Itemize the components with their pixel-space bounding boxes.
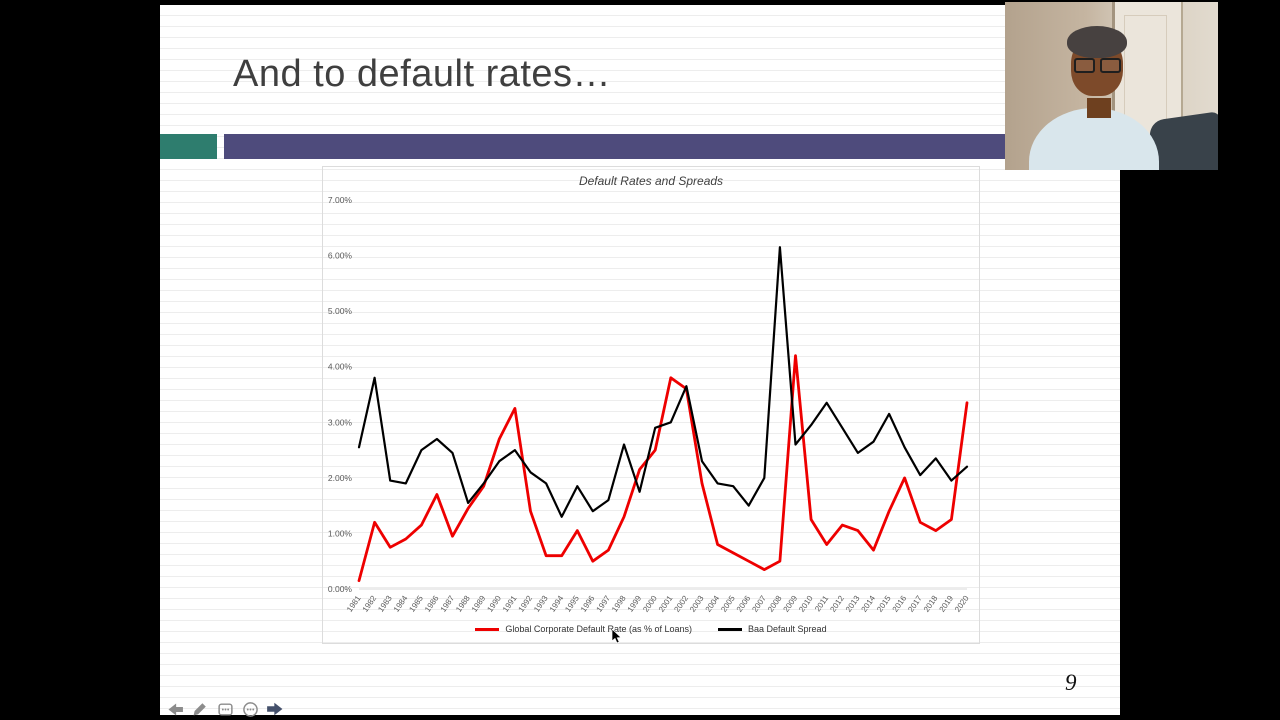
svg-text:1996: 1996 (579, 594, 597, 614)
svg-text:7.00%: 7.00% (328, 195, 353, 205)
legend-item-baa-spread: Baa Default Spread (718, 624, 827, 634)
svg-text:1998: 1998 (610, 594, 628, 614)
svg-text:2016: 2016 (891, 594, 909, 614)
svg-text:1992: 1992 (517, 594, 535, 614)
svg-text:2006: 2006 (735, 594, 753, 614)
accent-bar-teal (160, 134, 217, 159)
svg-text:5.00%: 5.00% (328, 306, 353, 316)
next-slide-button[interactable] (265, 699, 285, 719)
slide-title: And to default rates… (233, 53, 612, 95)
svg-text:2012: 2012 (828, 594, 846, 614)
svg-text:1990: 1990 (485, 594, 503, 614)
svg-text:1988: 1988 (454, 594, 472, 614)
svg-text:2003: 2003 (688, 594, 706, 614)
pen-button[interactable] (190, 699, 210, 719)
svg-text:2004: 2004 (704, 594, 722, 614)
legend-swatch-black (718, 627, 743, 631)
svg-text:1995: 1995 (563, 594, 581, 614)
svg-text:2010: 2010 (797, 594, 815, 614)
letterbox-left (0, 0, 160, 720)
svg-text:1981: 1981 (345, 594, 363, 614)
more-options-button[interactable] (240, 699, 260, 719)
webcam-overlay[interactable] (1005, 2, 1218, 170)
svg-text:4.00%: 4.00% (328, 362, 353, 372)
chart-legend: Global Corporate Default Rate (as % of L… (323, 624, 979, 634)
svg-text:2020: 2020 (953, 594, 971, 614)
page-number: 9 (1065, 670, 1077, 695)
svg-text:2011: 2011 (813, 594, 831, 614)
accent-bar-purple (224, 134, 1005, 159)
previous-slide-button[interactable] (165, 699, 185, 719)
svg-text:2019: 2019 (937, 594, 955, 614)
svg-text:2001: 2001 (657, 594, 675, 614)
svg-text:1983: 1983 (376, 594, 394, 614)
svg-text:3.00%: 3.00% (328, 417, 353, 427)
chart-title: Default Rates and Spreads (578, 174, 724, 188)
svg-text:2005: 2005 (719, 594, 737, 614)
legend-swatch-red (475, 627, 500, 631)
comments-button[interactable] (215, 699, 235, 719)
comments-icon (217, 702, 233, 716)
glasses-icon (1074, 58, 1121, 73)
chart-canvas: 0.00% 1.00% 2.00% 3.00% 4.00% 5.00% 6.00% 7.00%… (328, 195, 971, 614)
next-slide-icon (267, 702, 283, 716)
previous-slide-icon (167, 703, 183, 715)
svg-text:2.00%: 2.00% (328, 473, 353, 483)
presenter-toolbar (165, 699, 285, 719)
svg-text:1984: 1984 (392, 594, 410, 614)
presentation-slide: And to default rates… 0.00% 1.00% 2.00% 3.0… (160, 5, 1120, 717)
svg-text:2009: 2009 (782, 594, 800, 614)
person-neck (1087, 98, 1111, 118)
chart-card: 0.00% 1.00% 2.00% 3.00% 4.00% 5.00% 6.00% 7.00%… (322, 166, 980, 644)
svg-text:1986: 1986 (423, 594, 441, 614)
svg-text:2018: 2018 (922, 594, 940, 614)
legend-item-default-rate: Global Corporate Default Rate (as % of L… (475, 624, 692, 634)
svg-text:1994: 1994 (548, 594, 566, 614)
svg-text:2017: 2017 (906, 594, 924, 614)
svg-text:1982: 1982 (361, 594, 379, 614)
svg-text:1987: 1987 (439, 594, 457, 614)
svg-text:0.00%: 0.00% (328, 584, 353, 594)
svg-text:1997: 1997 (594, 594, 612, 614)
svg-text:1989: 1989 (470, 594, 488, 614)
svg-text:2013: 2013 (844, 594, 862, 614)
svg-text:2002: 2002 (672, 594, 690, 614)
svg-text:2000: 2000 (641, 594, 659, 614)
svg-text:1999: 1999 (626, 594, 644, 614)
legend-label-default-rate: Global Corporate Default Rate (as % of L… (505, 624, 693, 634)
legend-label-baa-spread: Baa Default Spread (748, 624, 827, 634)
svg-text:1991: 1991 (501, 594, 519, 614)
pen-icon (193, 703, 206, 716)
mouse-cursor (612, 629, 622, 644)
svg-text:1985: 1985 (407, 594, 425, 614)
svg-text:6.00%: 6.00% (328, 251, 353, 261)
more-options-icon (242, 701, 258, 717)
svg-text:2015: 2015 (875, 594, 893, 614)
svg-text:2014: 2014 (860, 594, 878, 614)
svg-text:2007: 2007 (750, 594, 768, 614)
svg-text:1.00%: 1.00% (328, 528, 353, 538)
svg-text:2008: 2008 (766, 594, 784, 614)
svg-text:1993: 1993 (532, 594, 550, 614)
person-hair (1067, 26, 1127, 58)
